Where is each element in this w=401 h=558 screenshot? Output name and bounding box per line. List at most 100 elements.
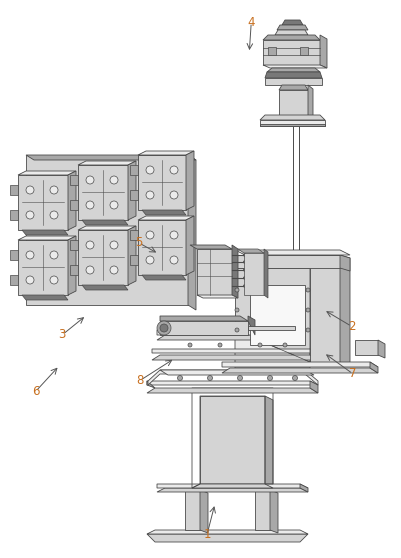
Circle shape <box>235 328 239 332</box>
Circle shape <box>86 241 94 249</box>
Circle shape <box>110 201 118 209</box>
Polygon shape <box>264 396 272 488</box>
Bar <box>267 47 275 55</box>
Text: 3: 3 <box>59 328 66 341</box>
Polygon shape <box>78 226 136 230</box>
Polygon shape <box>339 255 349 366</box>
Polygon shape <box>196 295 237 298</box>
Polygon shape <box>160 321 247 335</box>
Polygon shape <box>243 253 263 295</box>
Polygon shape <box>235 330 309 368</box>
Polygon shape <box>319 35 326 68</box>
Polygon shape <box>235 268 309 362</box>
Text: 7: 7 <box>348 367 356 381</box>
Polygon shape <box>142 210 186 215</box>
Polygon shape <box>18 171 76 175</box>
Polygon shape <box>196 249 231 295</box>
Polygon shape <box>309 349 317 360</box>
Polygon shape <box>231 245 237 298</box>
Circle shape <box>305 328 309 332</box>
Polygon shape <box>339 255 349 271</box>
Polygon shape <box>278 85 307 90</box>
Polygon shape <box>254 490 269 530</box>
Polygon shape <box>237 249 263 253</box>
Circle shape <box>235 308 239 312</box>
Polygon shape <box>78 161 136 165</box>
Polygon shape <box>259 120 324 126</box>
Circle shape <box>146 191 154 199</box>
Circle shape <box>235 288 239 292</box>
Polygon shape <box>128 161 136 220</box>
Polygon shape <box>152 355 317 360</box>
Polygon shape <box>130 255 138 265</box>
Polygon shape <box>138 155 186 210</box>
Polygon shape <box>266 68 319 72</box>
Polygon shape <box>309 381 317 393</box>
Circle shape <box>26 251 34 259</box>
Circle shape <box>110 176 118 184</box>
Circle shape <box>177 376 182 381</box>
Polygon shape <box>278 90 307 115</box>
Polygon shape <box>263 249 267 298</box>
Circle shape <box>170 166 178 174</box>
Polygon shape <box>262 65 326 68</box>
Polygon shape <box>18 175 68 230</box>
Circle shape <box>86 201 94 209</box>
Polygon shape <box>157 488 307 492</box>
Polygon shape <box>235 250 349 255</box>
Polygon shape <box>26 155 188 305</box>
Circle shape <box>86 266 94 274</box>
Circle shape <box>50 251 58 259</box>
Polygon shape <box>276 25 307 30</box>
Polygon shape <box>130 190 138 200</box>
Circle shape <box>86 176 94 184</box>
Polygon shape <box>70 200 78 210</box>
Text: 2: 2 <box>347 320 354 333</box>
Polygon shape <box>309 268 319 366</box>
Circle shape <box>243 277 246 280</box>
Polygon shape <box>160 370 313 375</box>
Polygon shape <box>70 240 78 250</box>
Circle shape <box>146 256 154 264</box>
Polygon shape <box>281 20 302 25</box>
Polygon shape <box>82 285 128 290</box>
Circle shape <box>26 186 34 194</box>
Polygon shape <box>18 240 68 295</box>
Polygon shape <box>157 484 307 488</box>
Polygon shape <box>68 236 76 295</box>
Polygon shape <box>269 490 277 533</box>
Polygon shape <box>264 78 321 85</box>
Polygon shape <box>70 175 78 185</box>
Circle shape <box>292 376 297 381</box>
Polygon shape <box>128 226 136 285</box>
Polygon shape <box>147 534 307 542</box>
Circle shape <box>50 211 58 219</box>
Circle shape <box>170 191 178 199</box>
Circle shape <box>26 276 34 284</box>
Circle shape <box>243 268 246 272</box>
Polygon shape <box>235 255 339 268</box>
Polygon shape <box>138 216 194 220</box>
Polygon shape <box>22 295 68 300</box>
Circle shape <box>257 343 261 347</box>
Polygon shape <box>188 155 196 310</box>
Polygon shape <box>184 490 200 530</box>
Polygon shape <box>262 35 319 40</box>
Circle shape <box>207 376 212 381</box>
Polygon shape <box>186 151 194 210</box>
Circle shape <box>188 343 192 347</box>
Polygon shape <box>82 220 128 225</box>
Circle shape <box>170 231 178 239</box>
Polygon shape <box>68 171 76 230</box>
Polygon shape <box>190 245 231 249</box>
Text: 6: 6 <box>32 385 39 398</box>
Polygon shape <box>264 72 321 78</box>
Circle shape <box>146 166 154 174</box>
Text: 8: 8 <box>136 374 143 387</box>
Polygon shape <box>247 316 254 335</box>
Polygon shape <box>299 484 307 492</box>
Polygon shape <box>142 275 186 280</box>
Circle shape <box>50 186 58 194</box>
Polygon shape <box>18 236 76 240</box>
Polygon shape <box>10 185 18 195</box>
